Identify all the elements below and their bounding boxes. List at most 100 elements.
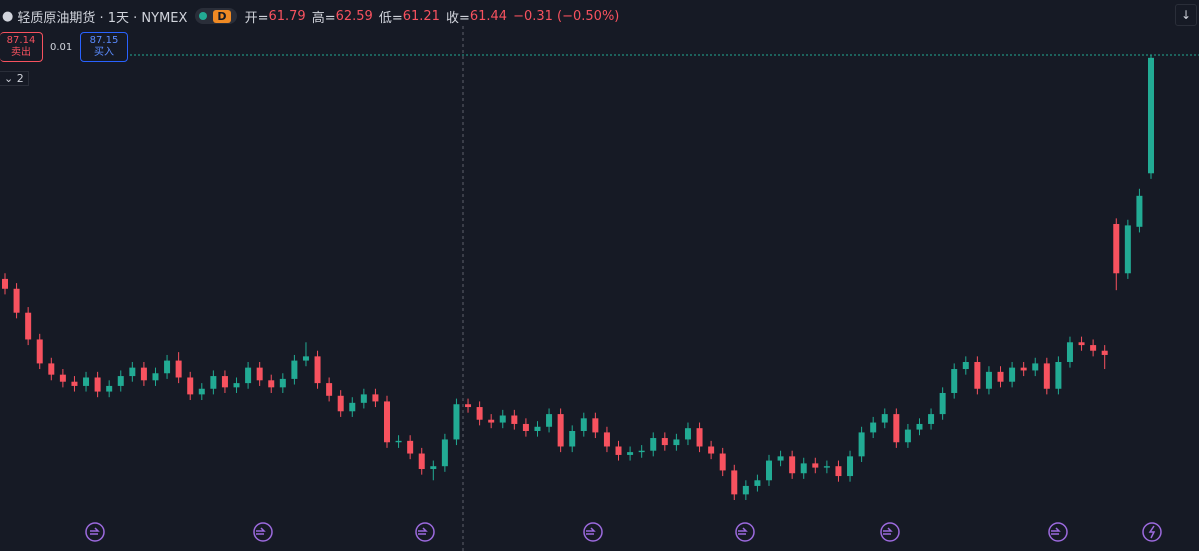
candle-body — [488, 419, 495, 423]
candle-body — [349, 402, 356, 412]
candle-body — [708, 446, 715, 454]
candle-body — [256, 367, 263, 381]
candle-body — [152, 373, 159, 381]
sell-label: 卖出 — [11, 47, 31, 58]
candle-body — [187, 377, 194, 395]
candle-body — [823, 466, 830, 468]
candle-body — [476, 407, 483, 420]
candle-body — [847, 456, 854, 477]
candle-body — [1009, 367, 1016, 382]
candle-body — [603, 432, 610, 447]
candle-body — [1101, 350, 1108, 355]
candle-body — [580, 418, 587, 431]
sell-price: 87.14 — [6, 35, 36, 46]
candle-body — [337, 395, 344, 412]
candle-body — [71, 381, 78, 386]
candle-body — [407, 440, 414, 454]
candle-body — [742, 485, 749, 495]
candle-body — [268, 380, 275, 388]
candle-body — [904, 429, 911, 443]
candle-body — [1020, 367, 1027, 371]
candle-body — [1055, 361, 1062, 389]
interval-badge: D — [213, 9, 231, 23]
ohlc-low: 61.21 — [402, 8, 440, 24]
candle-body — [661, 438, 668, 446]
candle-body — [326, 383, 333, 396]
ohlc-open: 61.79 — [268, 8, 306, 24]
candle-body — [615, 446, 622, 455]
candle-body — [453, 404, 460, 440]
candle-body — [546, 414, 553, 427]
candle-body — [650, 438, 657, 451]
candle-body — [117, 376, 124, 386]
candle-body — [1090, 345, 1097, 351]
candle-body — [511, 415, 518, 424]
candle-body — [627, 452, 634, 455]
candle-body — [673, 439, 680, 446]
candle-body — [140, 367, 147, 381]
candle-body — [441, 439, 448, 467]
candle-body — [1043, 363, 1050, 389]
candle-body — [881, 414, 888, 423]
header: ● 轻质原油期货 · 1天 · NYMEX D 开= 61.79 高= 62.59 … — [0, 6, 619, 26]
icon: ● — [2, 8, 14, 24]
candle-body — [164, 360, 171, 374]
candle-body — [499, 415, 506, 423]
candle-body — [696, 428, 703, 447]
status-badge[interactable]: D — [195, 8, 237, 24]
candle-body — [279, 378, 286, 388]
candle-body — [985, 371, 992, 389]
ohlc-close: 61.44 — [469, 8, 508, 24]
candle-body — [291, 360, 298, 379]
candle-body — [302, 356, 309, 361]
candle-body — [59, 374, 66, 382]
candle-body — [569, 430, 576, 447]
candle-body — [1136, 195, 1143, 227]
candle-body — [94, 377, 101, 392]
candle-body — [766, 460, 772, 481]
status-dot — [199, 12, 208, 20]
ohlc-open-label: 开= — [244, 10, 269, 26]
candle-body — [800, 463, 807, 474]
candle-body — [418, 453, 425, 470]
candle-body — [233, 383, 240, 388]
candle-body — [835, 466, 842, 477]
candle-body — [1032, 363, 1039, 371]
indicators-toggle[interactable]: ⌄ 2 — [0, 71, 29, 86]
candle-body — [592, 418, 599, 433]
candle-body — [534, 426, 541, 431]
buy-button[interactable]: 87.15 买入 — [80, 32, 128, 62]
candle-body — [430, 466, 437, 470]
candle-body — [1148, 57, 1154, 174]
candle-body — [384, 401, 390, 443]
candle-body — [129, 367, 136, 377]
candle-body — [557, 414, 564, 447]
ohlc-close-label: 收= — [445, 10, 470, 26]
sell-button[interactable]: 87.14 卖出 — [0, 32, 43, 62]
candle-body — [754, 480, 761, 486]
candle-body — [719, 453, 726, 471]
change: −0.31 (−0.50%) — [513, 8, 620, 24]
candle-body — [106, 385, 113, 392]
candle-body — [314, 356, 321, 384]
candle-body — [1124, 225, 1131, 274]
candle-body — [893, 414, 900, 443]
buy-label: 买入 — [94, 47, 114, 58]
ohlc-low-label: 低= — [378, 10, 403, 26]
candle-body — [395, 440, 402, 443]
candle-body — [951, 369, 958, 393]
candle-body — [684, 428, 691, 440]
symbol[interactable]: 轻质原油期货 · 1天 · NYMEX — [17, 10, 188, 26]
candle-body — [13, 288, 20, 313]
candle-body — [939, 392, 946, 415]
candle-body — [2, 278, 8, 289]
candle-body — [858, 432, 865, 457]
scroll-button[interactable]: ↓ — [1175, 4, 1197, 26]
candle-body — [812, 463, 819, 468]
candle-body — [1066, 342, 1073, 362]
candle-body — [731, 470, 738, 495]
candle-body — [175, 360, 182, 378]
candle-body — [1078, 342, 1085, 346]
ohlc-high: 62.59 — [335, 8, 373, 24]
